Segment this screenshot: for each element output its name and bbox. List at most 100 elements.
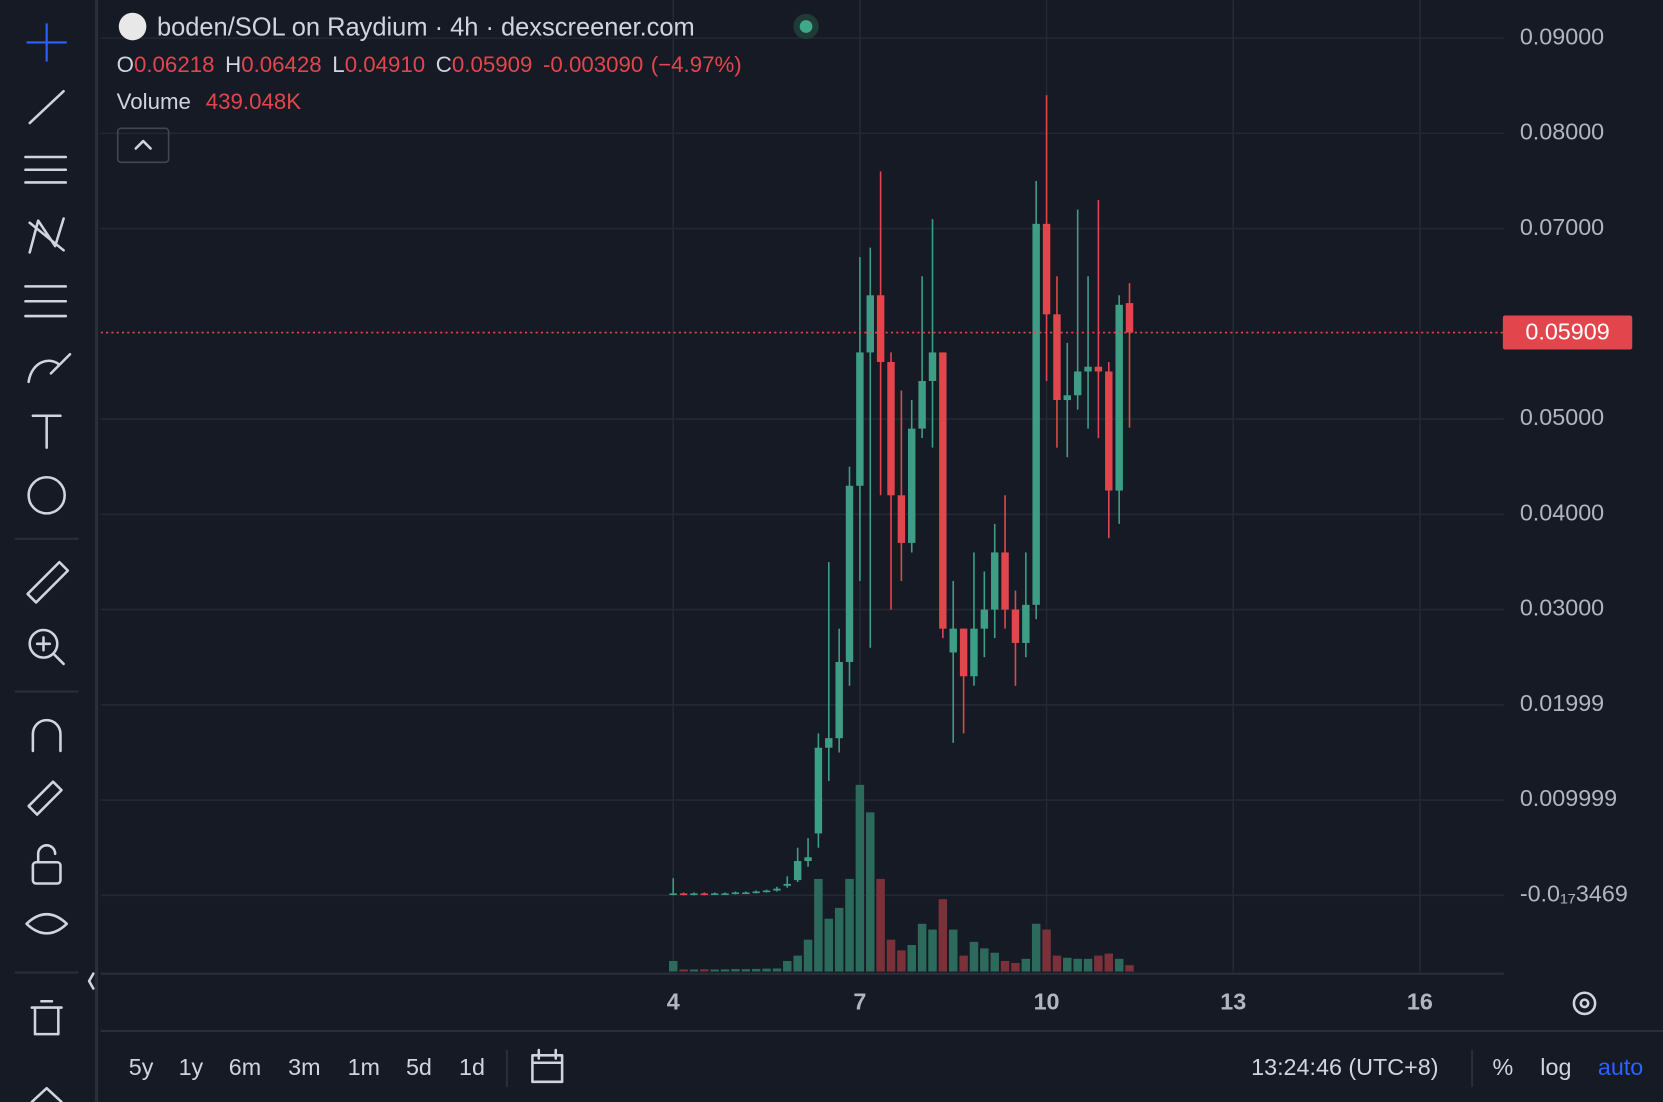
hide-tool[interactable] (25, 912, 69, 935)
candle-body (1115, 304, 1123, 491)
more-tools[interactable] (30, 1086, 63, 1102)
price-label-box (1502, 315, 1633, 350)
range-button[interactable]: 5d (406, 1054, 432, 1080)
candle-body (1094, 366, 1103, 372)
candle-body (1063, 395, 1071, 401)
ruler-tool[interactable] (26, 560, 70, 604)
pattern-tool[interactable] (28, 217, 65, 254)
volume-bar (1083, 958, 1093, 972)
y-tick-label: 0.04000 (1520, 500, 1604, 526)
auto-toggle[interactable]: auto (1598, 1054, 1643, 1080)
lock-shackle (36, 844, 57, 864)
candle-body (1084, 366, 1092, 372)
volume-bar (814, 878, 823, 972)
candle-body (970, 628, 978, 677)
collapse-toolbar[interactable] (87, 972, 95, 990)
volume-legend: Volume 439.048K (117, 89, 302, 114)
volume-bar (679, 969, 688, 972)
y-tick-label: 0.009999 (1520, 785, 1617, 811)
candle-body (1125, 303, 1134, 333)
left-toolbar (14, 23, 95, 1102)
volume-bar (1063, 957, 1072, 972)
delete-tool[interactable] (30, 999, 63, 1036)
candle-body (928, 352, 937, 382)
volume-bar (917, 923, 927, 972)
candle-body (1042, 223, 1051, 315)
volume-bar (824, 918, 834, 972)
volume-bar (783, 960, 792, 972)
candle-body (773, 888, 781, 891)
range-button[interactable]: 1m (348, 1054, 380, 1080)
collapse-icon (134, 139, 152, 150)
y-tick-label: 0.05000 (1520, 404, 1604, 430)
candle-body (845, 485, 854, 662)
range-button[interactable]: 1d (459, 1054, 485, 1080)
range-button[interactable]: 6m (229, 1054, 261, 1080)
volume-bar (772, 968, 782, 972)
candle-body (866, 295, 874, 353)
x-tick-label: 10 (1034, 988, 1060, 1014)
zoom-tool[interactable] (28, 628, 59, 659)
magnet-tool[interactable] (31, 718, 62, 753)
candle-body (908, 428, 916, 543)
candle-body (825, 738, 833, 748)
collapse-button[interactable] (116, 127, 170, 164)
lock-tool[interactable] (31, 861, 62, 885)
candle-body (711, 893, 719, 896)
range-button[interactable]: 3m (288, 1054, 320, 1080)
candle-body (959, 628, 968, 677)
lock-draw-tool[interactable] (27, 780, 63, 816)
volume-bar (897, 950, 906, 972)
range-button[interactable]: 1y (179, 1054, 204, 1080)
volume-bar (1094, 955, 1103, 972)
percent-toggle[interactable]: % (1492, 1054, 1513, 1080)
volume-bar (938, 899, 948, 972)
candle-body (731, 892, 740, 895)
plot-area: 4 7 10 13 16 0.09000 0.08000 0.07000 0.05000 0.04… (100, 0, 1633, 1014)
settings-icon (1579, 998, 1590, 1009)
candle-body (1073, 371, 1082, 396)
fib-tool[interactable] (24, 155, 68, 184)
candle-body (991, 552, 999, 610)
y-tick-label: 0.09000 (1520, 23, 1604, 49)
trendline-tool[interactable] (28, 89, 65, 125)
volume-bar (969, 941, 979, 972)
text-tool[interactable] (31, 414, 62, 449)
volume-bar (1031, 923, 1041, 972)
legend-c: C (436, 52, 452, 77)
volume-bar (959, 955, 968, 972)
forecast-tool[interactable] (24, 285, 68, 318)
log-toggle[interactable]: log (1540, 1054, 1571, 1080)
volume-bar (751, 968, 761, 972)
candle-body (762, 890, 771, 893)
candle-body (1105, 371, 1113, 491)
volume-bar (1073, 958, 1082, 972)
volume-bar (710, 969, 719, 972)
x-tick-label: 7 (853, 988, 866, 1014)
crosshair-tool[interactable] (26, 23, 67, 62)
emoji-tool[interactable] (27, 476, 66, 515)
brush-tool[interactable] (27, 352, 72, 384)
volume-bar (689, 969, 699, 972)
candle-body (876, 295, 885, 362)
candle-body (742, 892, 750, 895)
token-icon (118, 12, 147, 41)
settings-button[interactable] (1572, 991, 1597, 1016)
volume-bar (720, 969, 730, 972)
y-tick-label: 0.08000 (1520, 119, 1604, 145)
volume-title: Volume (117, 89, 191, 114)
volume-bar (928, 929, 937, 972)
price-label: 0.05909 (1525, 319, 1609, 345)
volume-bar (762, 968, 771, 972)
range-button[interactable]: 5y (129, 1054, 154, 1080)
candle-body (690, 893, 698, 896)
legend-change: -0.003090 (543, 52, 643, 77)
volume-bar (1052, 955, 1062, 972)
volume-bar (1104, 953, 1114, 972)
candle-body (918, 381, 926, 429)
y-tick-label: -0.0₁₇3469 (1520, 880, 1628, 906)
legend-change-pct: (−4.97%) (651, 52, 742, 77)
date-range-button[interactable] (531, 1048, 564, 1084)
y-tick-label: 0.01999 (1520, 690, 1604, 716)
